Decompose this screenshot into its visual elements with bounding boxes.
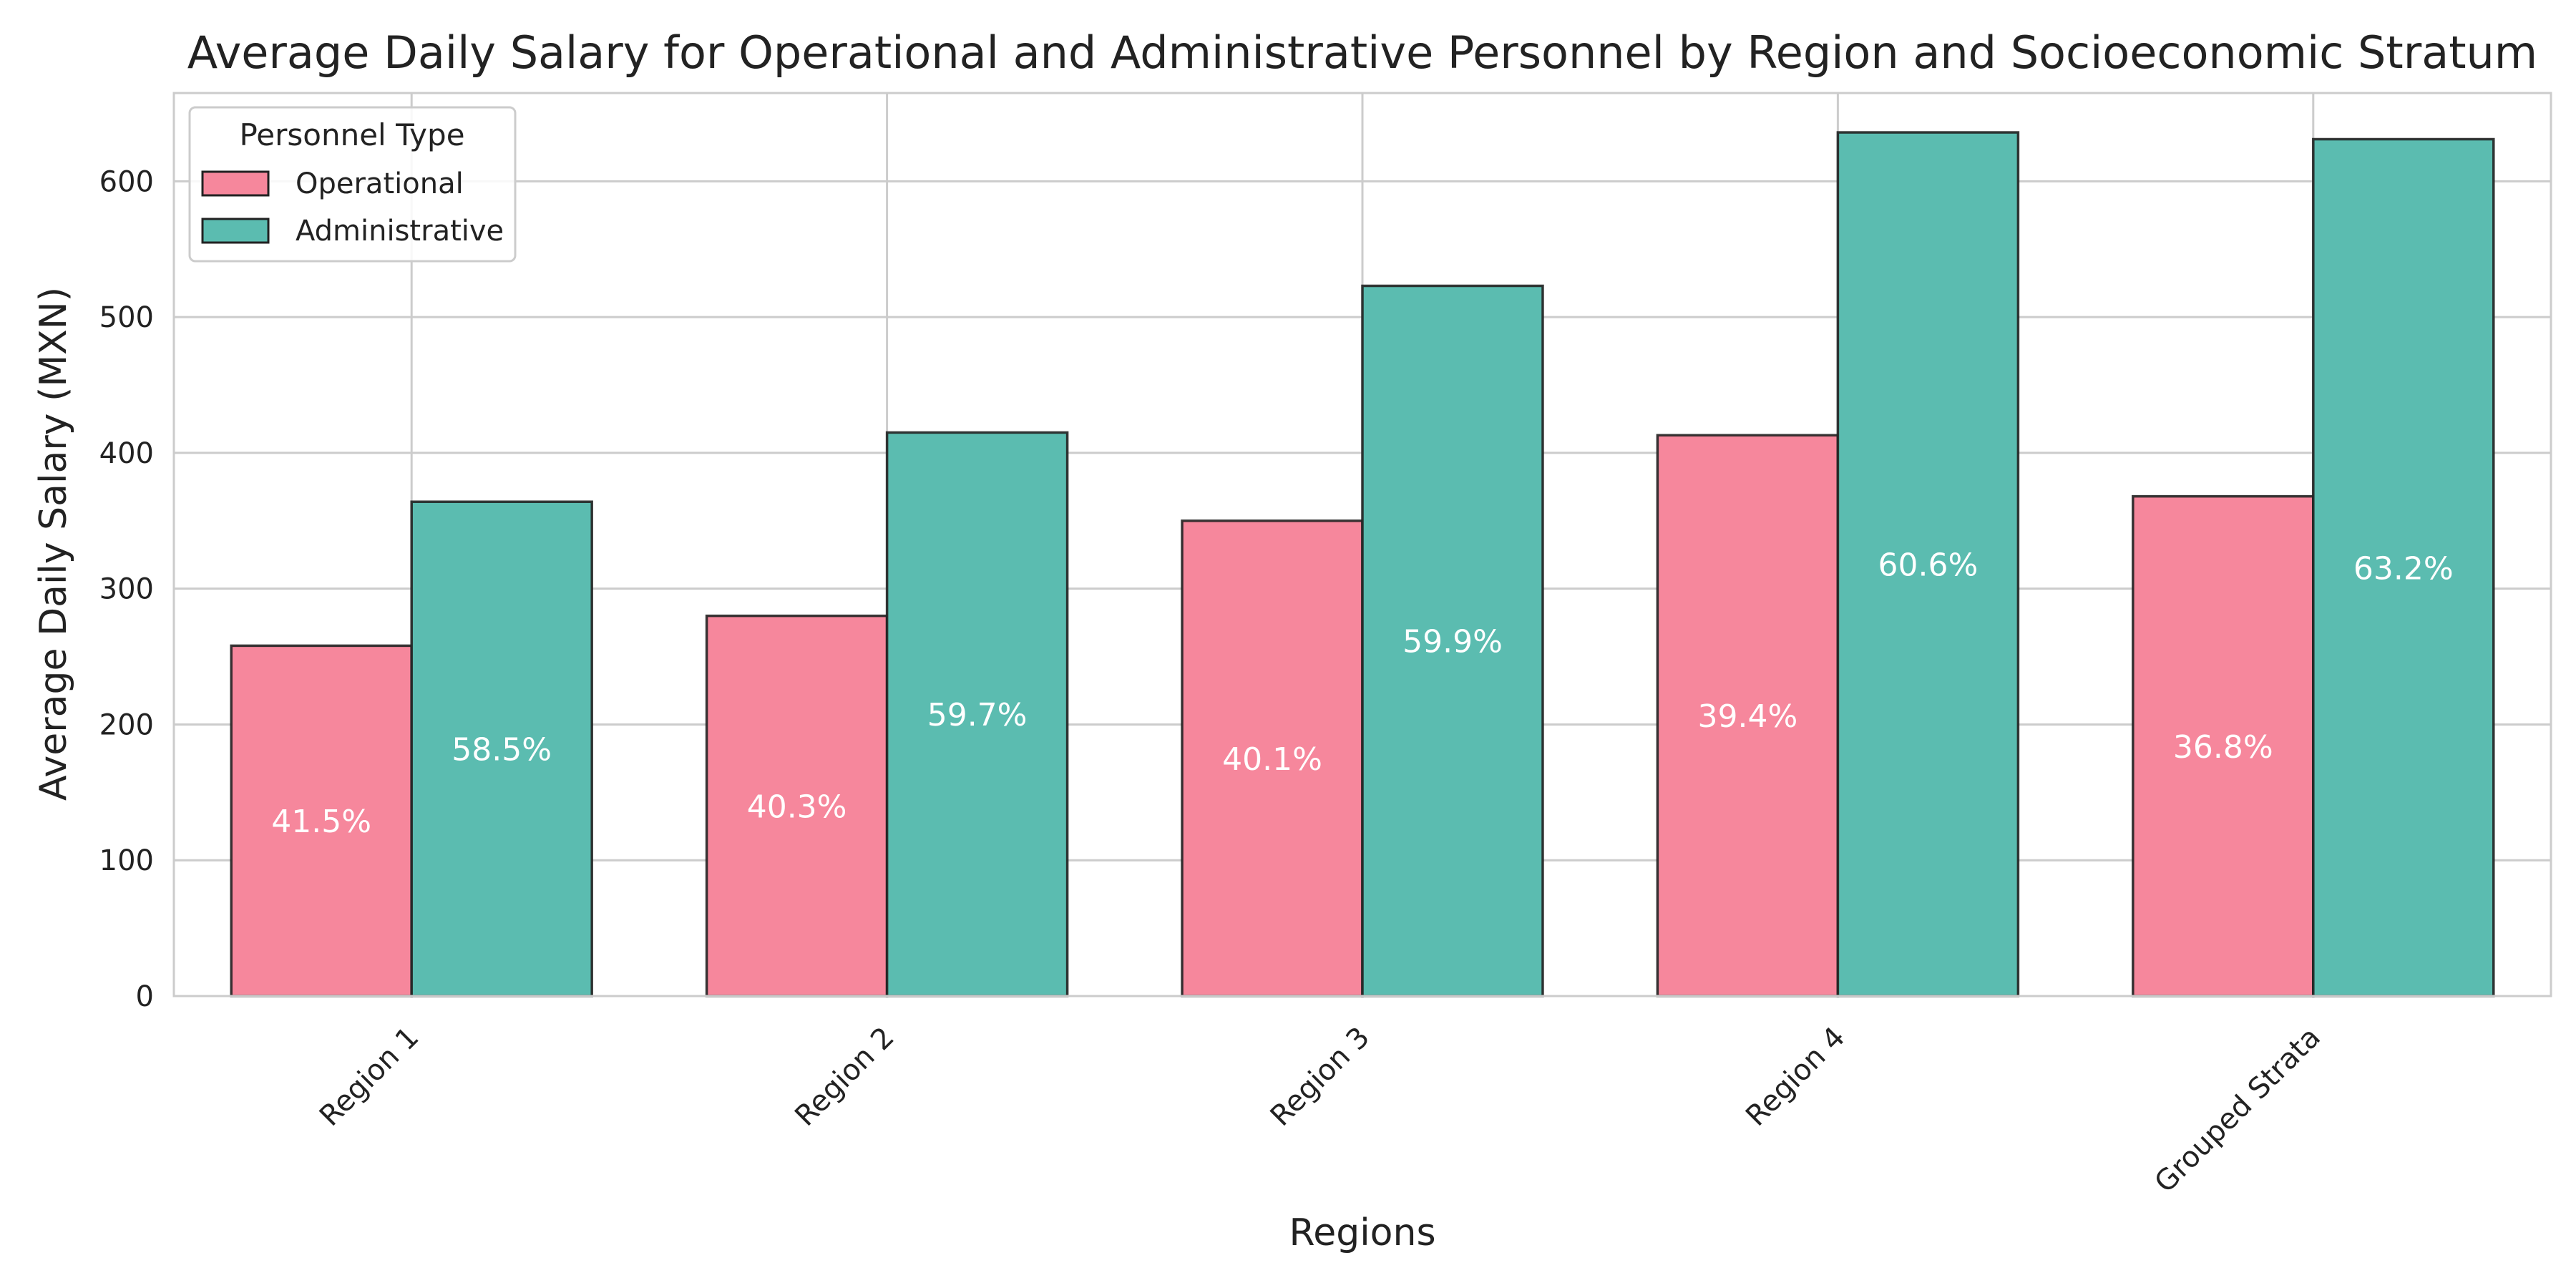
plot-frame [172,92,2552,997]
y-tick-label: 500 [99,301,154,334]
legend-swatch-operational [201,170,270,197]
y-tick-label: 200 [99,708,154,741]
bar-value-label-administrative: 58.5% [452,732,552,769]
bar-administrative [2312,137,2495,997]
bar-operational [1181,519,1364,997]
bar-value-label-operational: 41.5% [271,804,371,840]
bar-operational [1656,434,1840,997]
bar-value-label-administrative: 59.7% [927,697,1028,733]
bar-value-label-operational: 40.3% [747,789,847,825]
legend-box [188,106,517,263]
y-tick-label: 300 [99,573,154,606]
legend-label-administrative: Administrative [296,215,504,248]
y-tick-labels: 0 100 200 300 400 500 600 [99,165,154,1013]
y-tick-label: 400 [99,437,154,470]
bar-administrative [1836,131,2020,997]
x-axis-label: Regions [1289,1211,1435,1254]
bar-administrative [410,500,593,997]
bar-value-label-operational: 39.4% [1698,698,1798,735]
y-tick-label: 100 [99,844,154,877]
bar-value-label-operational: 36.8% [2173,729,2273,766]
chart-title: Average Daily Salary for Operational and… [187,26,2537,79]
bar-value-label-administrative: 63.2% [2353,550,2454,587]
y-axis-label: Average Daily Salary (MXN) [32,287,75,801]
bar-labels: 41.5% 40.3% 40.1% 39.4% 36.8% 58.5% 59.7% 59.9%… [271,547,2453,841]
bar-value-label-administrative: 59.9% [1402,624,1503,660]
legend-label-operational: Operational [296,167,464,200]
bar-operational [230,644,413,997]
bars [230,131,2495,997]
legend: Personnel Type Operational Administrativ… [188,106,517,263]
y-tick-label: 0 [136,980,154,1013]
legend-title: Personnel Type [239,117,464,152]
bar-administrative [885,431,1069,997]
y-tick-label: 600 [99,165,154,198]
bar-value-label-administrative: 60.6% [1878,547,1979,584]
bar-administrative [1361,284,1544,997]
bar-value-label-operational: 40.1% [1222,741,1322,778]
legend-swatch-administrative [201,218,270,244]
